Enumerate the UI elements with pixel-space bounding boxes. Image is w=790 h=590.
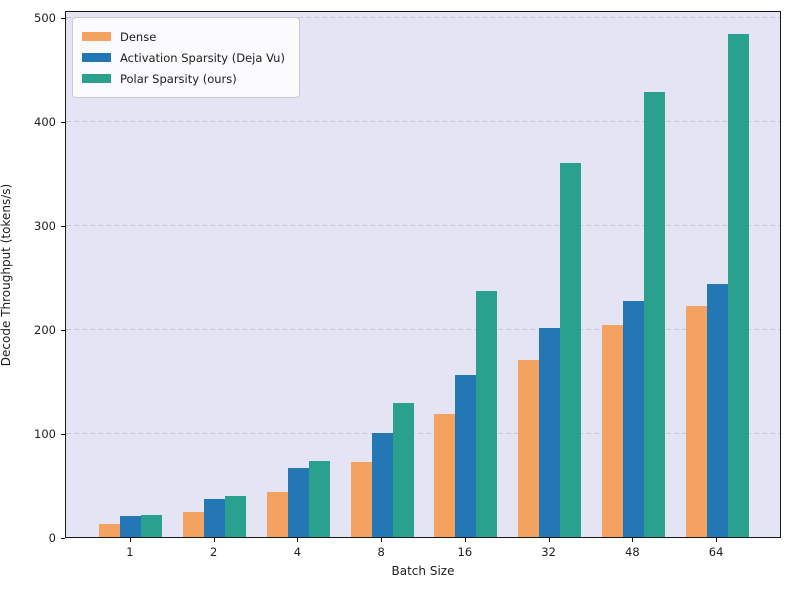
bar-dense	[518, 360, 540, 537]
legend: Dense Activation Sparsity (Deja Vu) Polar …	[72, 17, 300, 98]
bar-group	[685, 33, 749, 537]
y-tick-mark	[61, 226, 65, 228]
legend-label: Dense	[120, 29, 157, 44]
x-tick-mark	[297, 538, 299, 542]
bar-activation-sparsity-deja-vu	[287, 468, 309, 537]
x-tick-label: 1	[126, 545, 134, 559]
legend-item: Activation Sparsity (Deja Vu)	[82, 47, 285, 68]
x-tick-label: 2	[209, 545, 218, 559]
legend-swatch-icon	[82, 74, 111, 83]
legend-item: Polar Sparsity (ours)	[82, 68, 285, 89]
bar-polar-sparsity-ours	[643, 92, 665, 537]
gridline	[66, 432, 780, 434]
y-tick-label: 300	[34, 219, 56, 234]
bar-group	[99, 515, 163, 537]
y-tick-mark	[61, 122, 65, 124]
x-tick-mark	[381, 538, 383, 542]
bar-group	[183, 496, 247, 537]
bar-polar-sparsity-ours	[476, 290, 498, 537]
bar-dense	[266, 492, 288, 537]
bar-polar-sparsity-ours	[560, 162, 582, 537]
legend-swatch-icon	[82, 32, 111, 41]
legend-item: Dense	[82, 26, 285, 47]
bar-dense	[183, 512, 205, 537]
x-axis-label: Batch Size	[391, 564, 455, 578]
gridline	[66, 224, 780, 226]
y-tick-mark	[61, 18, 65, 20]
x-tick-mark	[129, 538, 131, 542]
y-tick-label: 200	[34, 323, 56, 338]
y-tick-mark	[61, 330, 65, 332]
gridline	[66, 328, 780, 330]
bar-polar-sparsity-ours	[308, 461, 330, 537]
x-tick-mark	[464, 538, 466, 542]
x-tick-label: 48	[625, 545, 640, 559]
y-axis-label: Decode Throughput (tokens/s)	[0, 183, 13, 367]
bar-activation-sparsity-deja-vu	[120, 516, 142, 537]
x-tick-mark	[213, 538, 215, 542]
x-tick-label: 64	[708, 545, 724, 559]
legend-label: Polar Sparsity (ours)	[120, 71, 237, 86]
gridline	[66, 16, 780, 18]
bar-dense	[350, 462, 372, 537]
bar-group	[601, 92, 665, 537]
x-tick-mark	[548, 538, 550, 542]
legend-label: Activation Sparsity (Deja Vu)	[120, 50, 285, 65]
x-tick-mark	[632, 538, 634, 542]
bar-polar-sparsity-ours	[392, 402, 414, 537]
bar-group	[518, 162, 582, 537]
bar-polar-sparsity-ours	[225, 496, 247, 537]
y-tick-mark	[61, 434, 65, 436]
bar-polar-sparsity-ours	[727, 33, 749, 537]
bar-activation-sparsity-deja-vu	[622, 301, 644, 537]
x-tick-label: 4	[293, 545, 302, 559]
bar-dense	[434, 414, 456, 537]
bar-activation-sparsity-deja-vu	[371, 433, 393, 537]
gridline	[66, 120, 780, 122]
bar-activation-sparsity-deja-vu	[204, 498, 226, 537]
bar-group	[434, 290, 498, 537]
y-tick-label: 500	[34, 11, 56, 26]
legend-swatch-icon	[82, 53, 111, 62]
y-tick-label: 400	[34, 115, 56, 130]
x-tick-label: 8	[377, 545, 385, 559]
y-tick-label: 0	[48, 531, 56, 545]
bar-dense	[601, 324, 623, 537]
bar-activation-sparsity-deja-vu	[539, 328, 561, 537]
x-tick-label: 32	[541, 545, 556, 559]
bar-activation-sparsity-deja-vu	[455, 374, 477, 537]
y-tick-label: 100	[34, 427, 56, 442]
bar-dense	[99, 523, 121, 537]
bar-group	[266, 461, 330, 537]
y-tick-mark	[61, 538, 65, 539]
bar-polar-sparsity-ours	[141, 515, 163, 537]
bar-activation-sparsity-deja-vu	[706, 284, 728, 537]
bar-dense	[685, 306, 707, 537]
plot-area: Dense Activation Sparsity (Deja Vu) Polar …	[65, 11, 781, 538]
x-tick-mark	[716, 538, 718, 542]
bar-group	[350, 402, 414, 537]
x-tick-label: 16	[457, 545, 473, 559]
